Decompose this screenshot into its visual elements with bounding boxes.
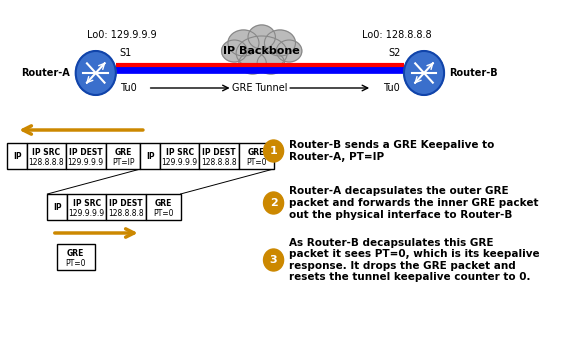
Text: 3: 3 [270, 255, 277, 265]
Text: 128.8.8.8: 128.8.8.8 [108, 209, 144, 218]
Text: As Router-B decapsulates this GRE
packet it sees PT=0, which is its keepalive
re: As Router-B decapsulates this GRE packet… [289, 238, 540, 282]
Text: 2: 2 [270, 198, 277, 208]
Ellipse shape [264, 30, 296, 56]
Text: Tu0: Tu0 [382, 83, 400, 93]
Text: IP SRC: IP SRC [166, 148, 194, 157]
Ellipse shape [228, 30, 259, 56]
Ellipse shape [257, 52, 285, 74]
Circle shape [263, 249, 283, 271]
Circle shape [404, 51, 444, 95]
Text: GRE: GRE [114, 148, 132, 157]
Text: Router-A: Router-A [21, 68, 70, 78]
Text: S1: S1 [120, 48, 132, 58]
Text: PT=0: PT=0 [153, 209, 174, 218]
Bar [28, 143, 66, 169]
Text: IP DEST: IP DEST [202, 148, 236, 157]
Bar [106, 143, 140, 169]
Ellipse shape [248, 25, 275, 49]
Text: IP DEST: IP DEST [109, 199, 143, 208]
Bar [146, 194, 181, 220]
Text: 128.8.8.8: 128.8.8.8 [201, 158, 237, 167]
Text: 129.9.9.9: 129.9.9.9 [68, 209, 105, 218]
Text: GRE: GRE [67, 249, 85, 258]
Text: GRE Tunnel: GRE Tunnel [232, 83, 288, 93]
Ellipse shape [236, 36, 288, 70]
Text: 128.8.8.8: 128.8.8.8 [29, 158, 64, 167]
Text: 129.9.9.9: 129.9.9.9 [68, 158, 104, 167]
Ellipse shape [277, 40, 302, 62]
Text: GRE: GRE [155, 199, 172, 208]
Text: PT=0: PT=0 [66, 259, 86, 268]
Text: IP DEST: IP DEST [69, 148, 102, 157]
Ellipse shape [221, 40, 247, 62]
Text: Router-A decapsulates the outer GRE
packet and forwards the inner GRE packet
out: Router-A decapsulates the outer GRE pack… [289, 186, 539, 220]
Bar [199, 143, 239, 169]
Text: IP SRC: IP SRC [32, 148, 60, 157]
Circle shape [263, 140, 283, 162]
Circle shape [76, 51, 116, 95]
Bar [7, 143, 28, 169]
Text: S2: S2 [388, 48, 400, 58]
Bar [106, 194, 146, 220]
Ellipse shape [239, 52, 266, 74]
Text: IP: IP [13, 151, 22, 160]
Text: 129.9.9.9: 129.9.9.9 [162, 158, 198, 167]
Text: Router-B: Router-B [450, 68, 498, 78]
Text: PT=IP: PT=IP [112, 158, 135, 167]
Bar [239, 143, 274, 169]
Text: IP: IP [53, 203, 62, 212]
Bar [56, 244, 95, 270]
Bar [67, 194, 106, 220]
Text: Tu0: Tu0 [120, 83, 137, 93]
Text: Lo0: 129.9.9.9: Lo0: 129.9.9.9 [87, 30, 156, 40]
Bar [160, 143, 199, 169]
Text: IP SRC: IP SRC [72, 199, 101, 208]
Text: IP Backbone: IP Backbone [223, 46, 300, 56]
Circle shape [263, 192, 283, 214]
Text: Lo0: 128.8.8.8: Lo0: 128.8.8.8 [362, 30, 431, 40]
Text: 1: 1 [270, 146, 277, 156]
Bar [140, 143, 160, 169]
Bar [47, 194, 67, 220]
Text: PT=0: PT=0 [246, 158, 266, 167]
Bar [66, 143, 106, 169]
Text: IP: IP [146, 151, 155, 160]
Text: GRE: GRE [248, 148, 265, 157]
Text: Router-B sends a GRE Keepalive to
Router-A, PT=IP: Router-B sends a GRE Keepalive to Router… [289, 140, 494, 162]
